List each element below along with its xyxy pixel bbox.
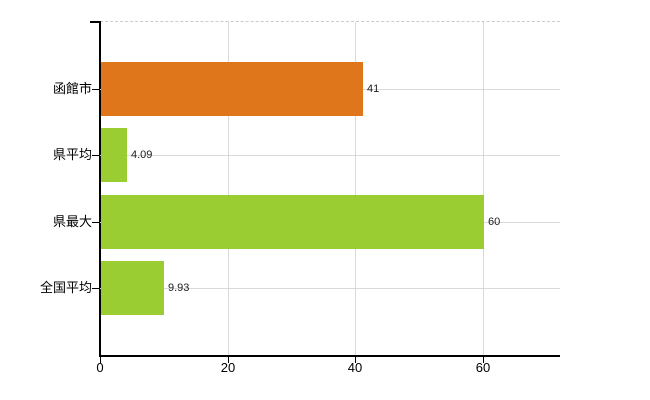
x-tick — [228, 357, 229, 363]
v-gridline — [483, 22, 484, 355]
x-tick-label: 20 — [220, 360, 236, 375]
value-label: 41 — [367, 83, 380, 95]
x-tick-label: 0 — [96, 360, 104, 375]
v-gridline — [355, 22, 356, 355]
v-gridline — [228, 22, 229, 355]
h-gridline — [100, 155, 560, 156]
h-gridline — [100, 288, 560, 289]
y-tick — [92, 89, 100, 90]
x-tick-label: 40 — [347, 360, 363, 375]
x-tick — [100, 357, 101, 363]
category-label: 県平均 — [52, 147, 92, 162]
x-axis-line — [99, 355, 560, 357]
y-tick — [92, 155, 100, 156]
category-label: 県最大 — [52, 214, 92, 229]
value-label: 4.09 — [131, 149, 153, 161]
y-tick — [90, 21, 101, 23]
bar — [101, 128, 127, 182]
bar — [101, 261, 164, 315]
y-axis-line — [99, 21, 101, 356]
bar — [101, 62, 363, 116]
y-tick — [92, 288, 100, 289]
y-tick — [92, 222, 100, 223]
value-label: 9.93 — [168, 282, 190, 294]
x-tick-label: 60 — [475, 360, 491, 375]
x-tick — [483, 357, 484, 363]
bar — [101, 195, 484, 249]
plot-area — [100, 21, 560, 355]
x-tick — [355, 357, 356, 363]
category-label: 全国平均 — [39, 280, 92, 295]
category-label: 函館市 — [52, 81, 92, 96]
value-label: 60 — [488, 216, 501, 228]
